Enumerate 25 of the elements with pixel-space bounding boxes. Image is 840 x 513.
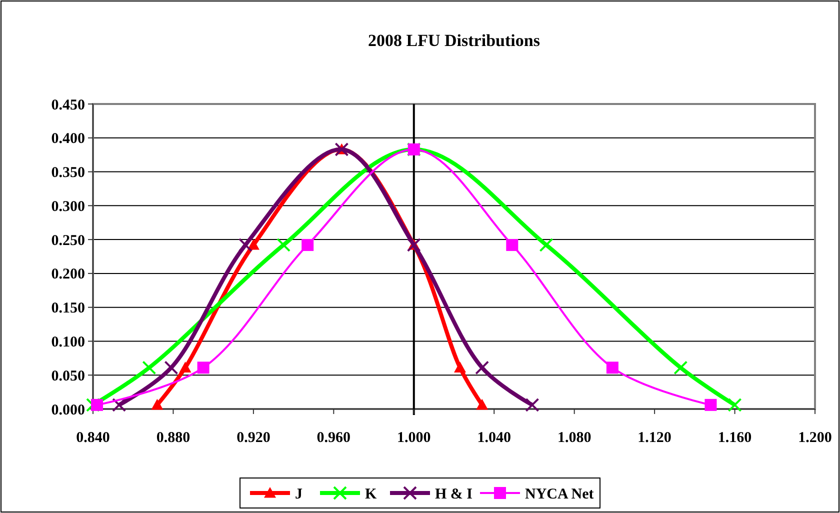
y-tick-label: 0.400 <box>51 131 85 148</box>
y-tick-label: 0.100 <box>51 334 85 350</box>
y-tick-label: 0.350 <box>51 165 85 182</box>
x-tick-label: 1.040 <box>477 430 511 446</box>
x-tick-label: 1.120 <box>638 430 672 446</box>
y-tick-label: 0.200 <box>51 266 85 283</box>
legend-label: NYCA Net <box>525 486 594 502</box>
legend-label: J <box>295 486 303 502</box>
x-tick-label: 0.880 <box>156 430 190 446</box>
y-tick-label: 0.050 <box>51 368 85 384</box>
y-tick-label: 0.250 <box>51 232 85 249</box>
x-tick-label: 0.840 <box>76 430 110 446</box>
x-tick-label: 1.200 <box>798 430 832 446</box>
x-tick-label: 1.160 <box>718 430 752 446</box>
x-tick-label: 0.920 <box>236 430 270 446</box>
legend-label: K <box>365 486 377 502</box>
y-tick-label: 0.300 <box>51 198 85 215</box>
legend-label: H & I <box>435 486 473 502</box>
x-tick-label: 0.960 <box>316 430 351 446</box>
chart-title: 2008 LFU Distributions <box>368 31 540 50</box>
y-tick-label: 0.450 <box>51 97 85 114</box>
y-tick-label: 0.000 <box>51 402 85 418</box>
x-tick-label: 1.080 <box>557 430 592 446</box>
y-tick-label: 0.150 <box>51 300 85 317</box>
x-tick-label: 1.000 <box>397 430 431 446</box>
